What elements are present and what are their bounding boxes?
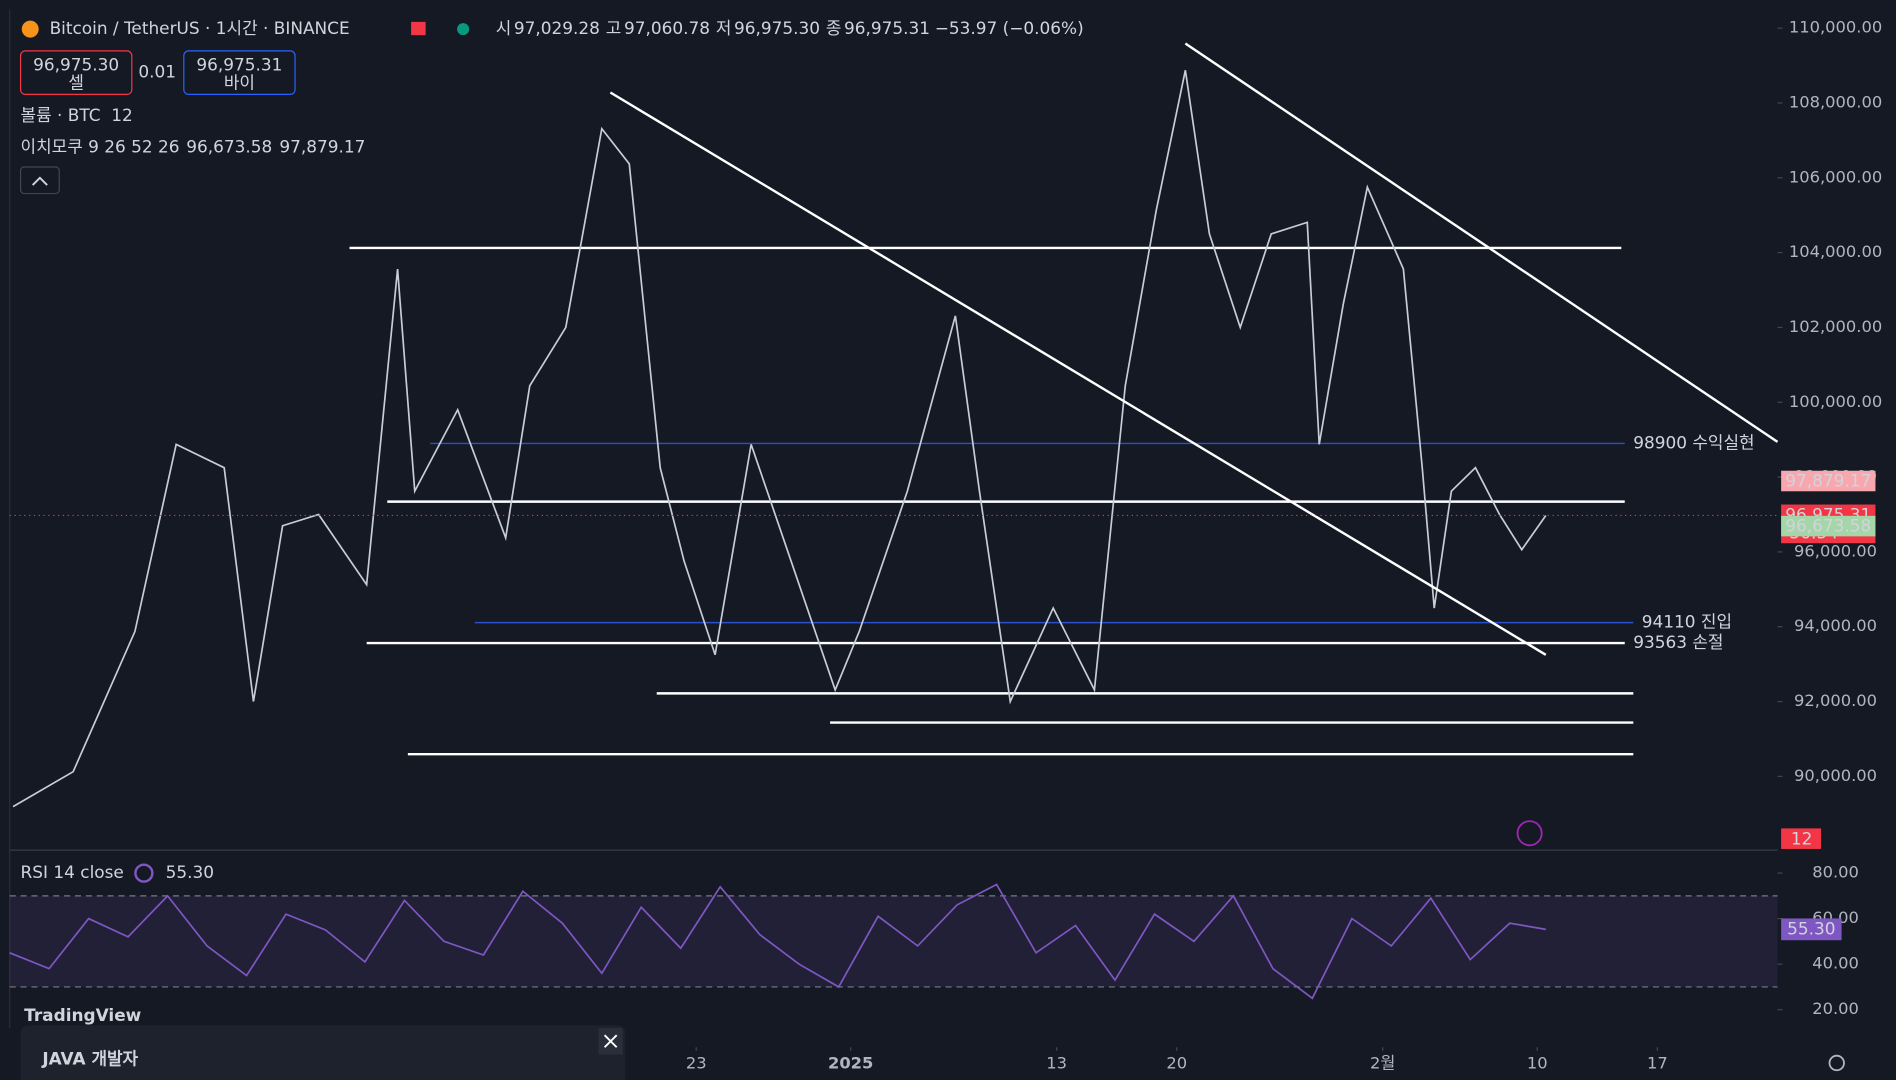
series-line [9,883,1546,1000]
price-pane: 90,000.0092,000.0094,000.0096,000.0098,0… [9,18,1882,1073]
spread: 0.01 [138,62,176,82]
status-dot [457,23,470,36]
level-label: 98900 수익실현 [1633,432,1754,452]
price-tag [1781,470,1876,492]
ichimoku-label: 이치모쿠 9 26 52 26 [21,137,180,157]
x-tick-label: 10 [1527,1054,1548,1073]
y-tick-label: 110,000.00 [1789,18,1882,37]
y-tick-label: 108,000.00 [1789,92,1882,111]
series-line [12,70,1547,808]
x-tick-label: 2월 [1370,1054,1395,1073]
buy-label: 바이 [224,73,255,93]
alert-icon[interactable] [1516,820,1543,847]
sell-button[interactable] [19,50,133,96]
coin-icon [21,20,39,38]
popup [20,1025,626,1080]
x-tick-label: 2025 [828,1054,873,1073]
collapse-button[interactable] [19,166,60,195]
ohlc: 시 97,029.28 고 97,060.78 저 96,975.30 종 96,975.31 [496,18,930,38]
trend-line [1184,42,1779,443]
y-tick-label: 106,000.00 [1789,167,1882,186]
volume-tag-text: 12 [1791,828,1813,848]
volume-tag [1781,828,1822,849]
brand: TradingView [24,1005,142,1025]
popup-title: JAVA 개발자 [41,1048,138,1068]
buy-button[interactable] [183,50,296,96]
symbol: Bitcoin / TetherUS · 1시간 · BINANCE [50,18,350,38]
rsi-tag [1781,918,1842,941]
x-tick-label: 13 [1046,1054,1067,1073]
sell-label: 셀 [68,73,84,93]
x-tick-label: 23 [686,1054,707,1073]
price-tag-text: 96,673.58 [1785,516,1871,536]
rsi-tag-text: 55.30 [1787,918,1835,938]
y-tick-label: 100,000.00 [1789,392,1882,411]
ohlc-key: 종 [826,18,842,38]
x-tick-label: 17 [1647,1054,1668,1073]
y-tick-label: 80.00 [1812,863,1859,882]
ohlc-value: 96,975.30 [734,18,820,38]
rsi-icon [134,863,154,883]
collapse-icon [31,176,48,186]
rsi-band-fill [9,895,1778,987]
ohlc-value: 96,975.31 [844,18,930,38]
y-tick-label: 102,000.00 [1789,317,1882,336]
ichimoku-a: 96,673.58 [186,137,272,157]
y-tick-label: 20.00 [1812,999,1859,1018]
y-tick-label: 90,000.00 [1794,766,1877,785]
ichimoku-b: 97,879.17 [279,137,365,157]
flag-icon[interactable] [411,21,426,36]
buy-price: 96,975.31 [196,54,282,74]
ohlc-key: 시 [496,18,512,38]
x-tick-label: 20 [1166,1054,1187,1073]
ohlc-value: 97,029.28 [514,18,600,38]
y-tick-label: 104,000.00 [1789,242,1882,261]
ohlc-key: 저 [716,18,732,38]
rsi-title: RSI 14 close [21,862,124,882]
volume-label: 볼륨 · BTC [21,105,101,125]
volume-value: 12 [111,105,133,125]
level-label: 93563 손절 [1633,632,1723,652]
change: −53.97 (−0.06%) [935,18,1084,38]
sell-price: 96,975.30 [33,54,119,74]
y-tick-label: 96,000.00 [1794,541,1877,560]
rsi-value: 55.30 [166,862,214,882]
y-tick-label: 92,000.00 [1794,691,1877,710]
trend-line [609,91,1547,656]
y-tick-label: 94,000.00 [1794,616,1877,635]
price-tag-text: 97,879.17 [1785,471,1871,491]
ohlc-value: 97,060.78 [624,18,710,38]
ohlc-key: 고 [606,18,622,38]
price-tag [1781,515,1876,537]
settings-icon[interactable] [1828,1054,1845,1072]
level-label: 94110 진입 [1642,612,1732,632]
close-icon [603,1034,618,1048]
y-tick-label: 40.00 [1812,954,1859,973]
